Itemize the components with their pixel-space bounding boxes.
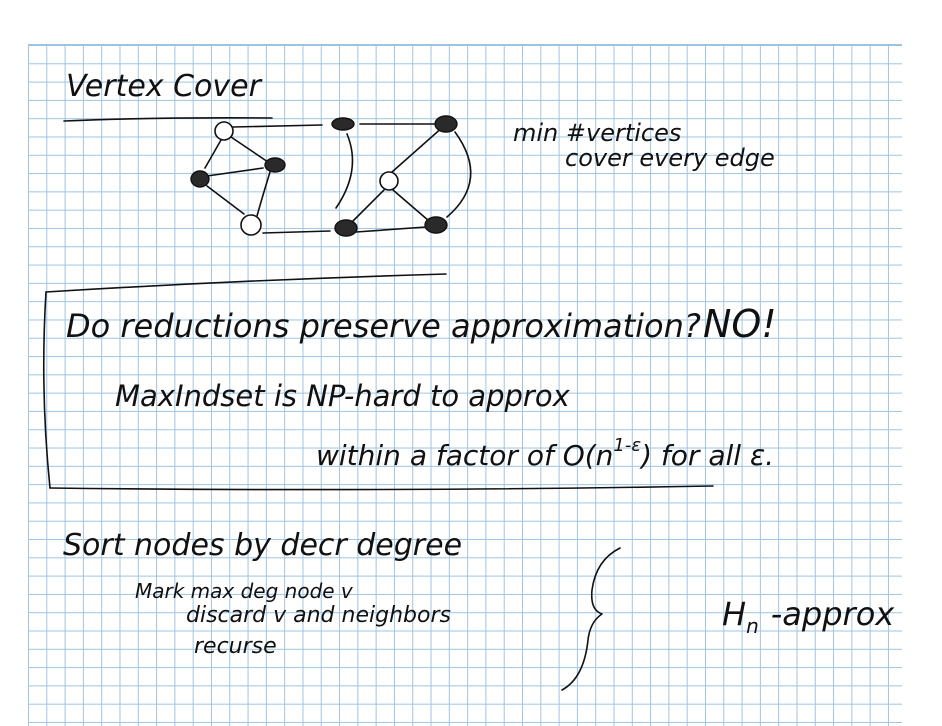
box-question: Do reductions preserve approximation? [66,307,701,345]
result-h: H [722,595,746,633]
vertex-covered [331,117,355,131]
title: Vertex Cover [66,69,263,104]
box-top-line [45,273,447,293]
side-note-line2: cover every edge [565,144,775,172]
graph-edges [204,123,472,234]
side-note-line1: min #vertices [513,119,681,147]
vertex-covered [424,216,448,234]
box-bottom-line [49,485,714,491]
box-line3-suffix: ) for all ε. [639,439,774,472]
greedy-step3: recurse [194,634,277,659]
box-line3-exponent: 1-ε [613,435,641,456]
vertex-open [240,214,262,236]
vertex-covered [190,170,210,188]
greedy-step1: Mark max deg node v [135,579,354,603]
greedy-result: Hn -approx [722,595,895,638]
vertex-covered [434,115,458,133]
graph-paper [28,44,902,726]
box-left-bracket [42,291,51,489]
vertex-open [214,121,234,141]
vertex-open [379,171,399,191]
title-underline [63,117,273,122]
graph-vertices [190,115,458,237]
curly-brace [561,547,621,691]
result-subscript: n [746,614,759,638]
box-answer: NO! [703,302,777,346]
result-approx: -approx [771,595,896,633]
box-line3-prefix: within a factor of O(n [316,439,613,472]
greedy-step2: discard v and neighbors [186,603,451,628]
vertex-covered [264,157,286,173]
greedy-line1: Sort nodes by decr degree [63,528,462,563]
vertex-covered [334,219,358,237]
box-line3: within a factor of O(n1-ε) for all ε. [316,435,774,472]
box-line2: MaxIndset is NP-hard to approx [115,379,571,413]
